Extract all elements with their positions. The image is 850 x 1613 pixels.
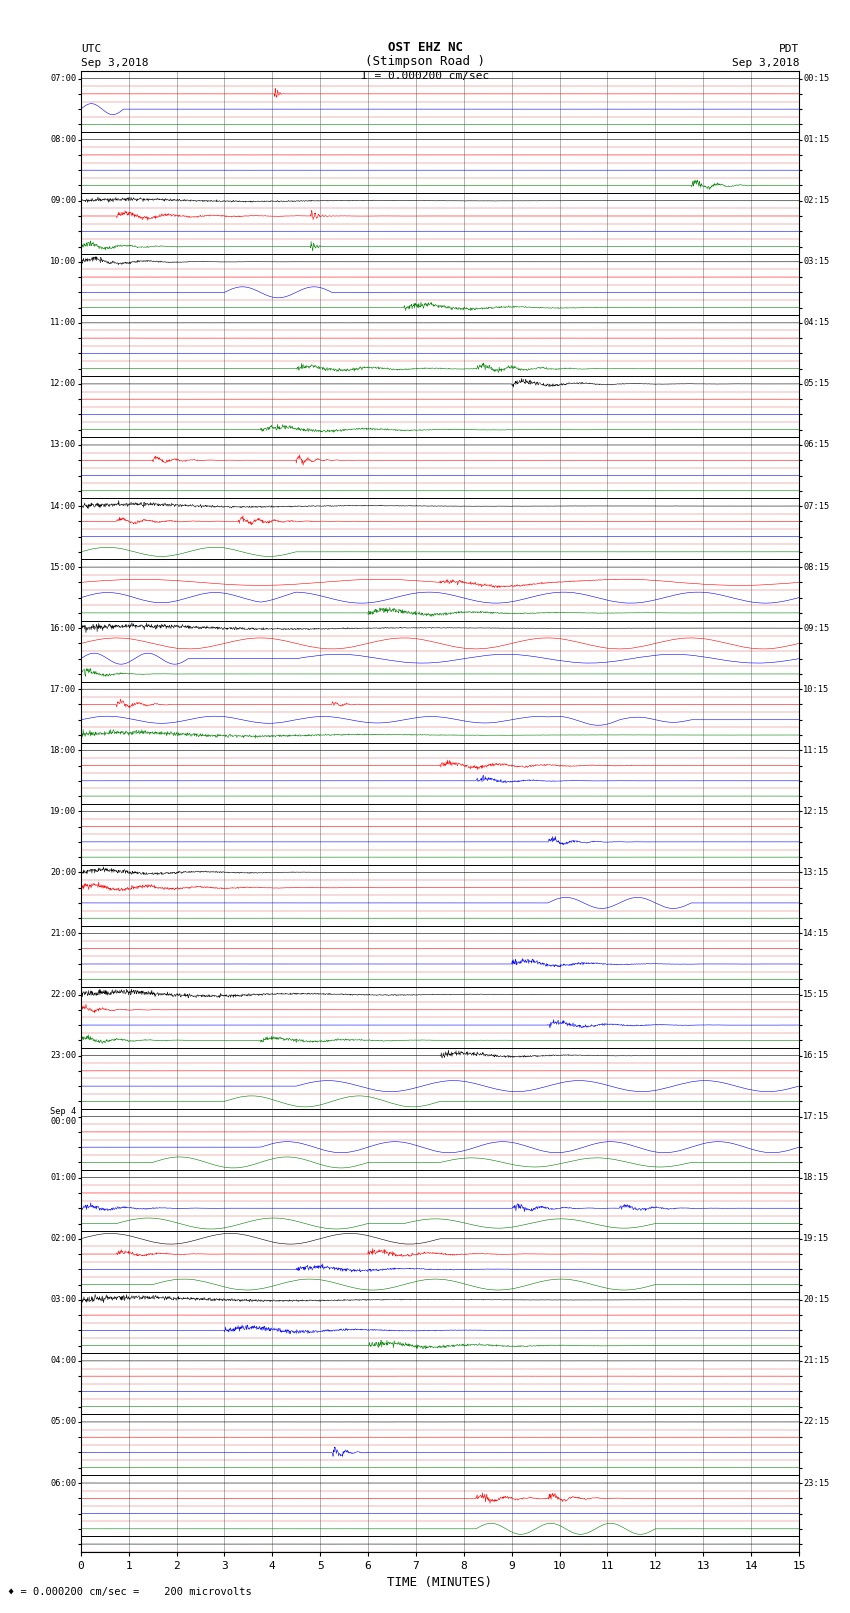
Text: PDT: PDT (779, 44, 799, 53)
X-axis label: TIME (MINUTES): TIME (MINUTES) (388, 1576, 492, 1589)
Text: Sep 3,2018: Sep 3,2018 (81, 58, 148, 68)
Text: I = 0.000200 cm/sec: I = 0.000200 cm/sec (361, 71, 489, 81)
Text: ♦ = 0.000200 cm/sec =    200 microvolts: ♦ = 0.000200 cm/sec = 200 microvolts (8, 1587, 252, 1597)
Text: OST EHZ NC: OST EHZ NC (388, 40, 462, 53)
Text: Sep 3,2018: Sep 3,2018 (732, 58, 799, 68)
Text: (Stimpson Road ): (Stimpson Road ) (365, 55, 485, 68)
Text: UTC: UTC (81, 44, 101, 53)
